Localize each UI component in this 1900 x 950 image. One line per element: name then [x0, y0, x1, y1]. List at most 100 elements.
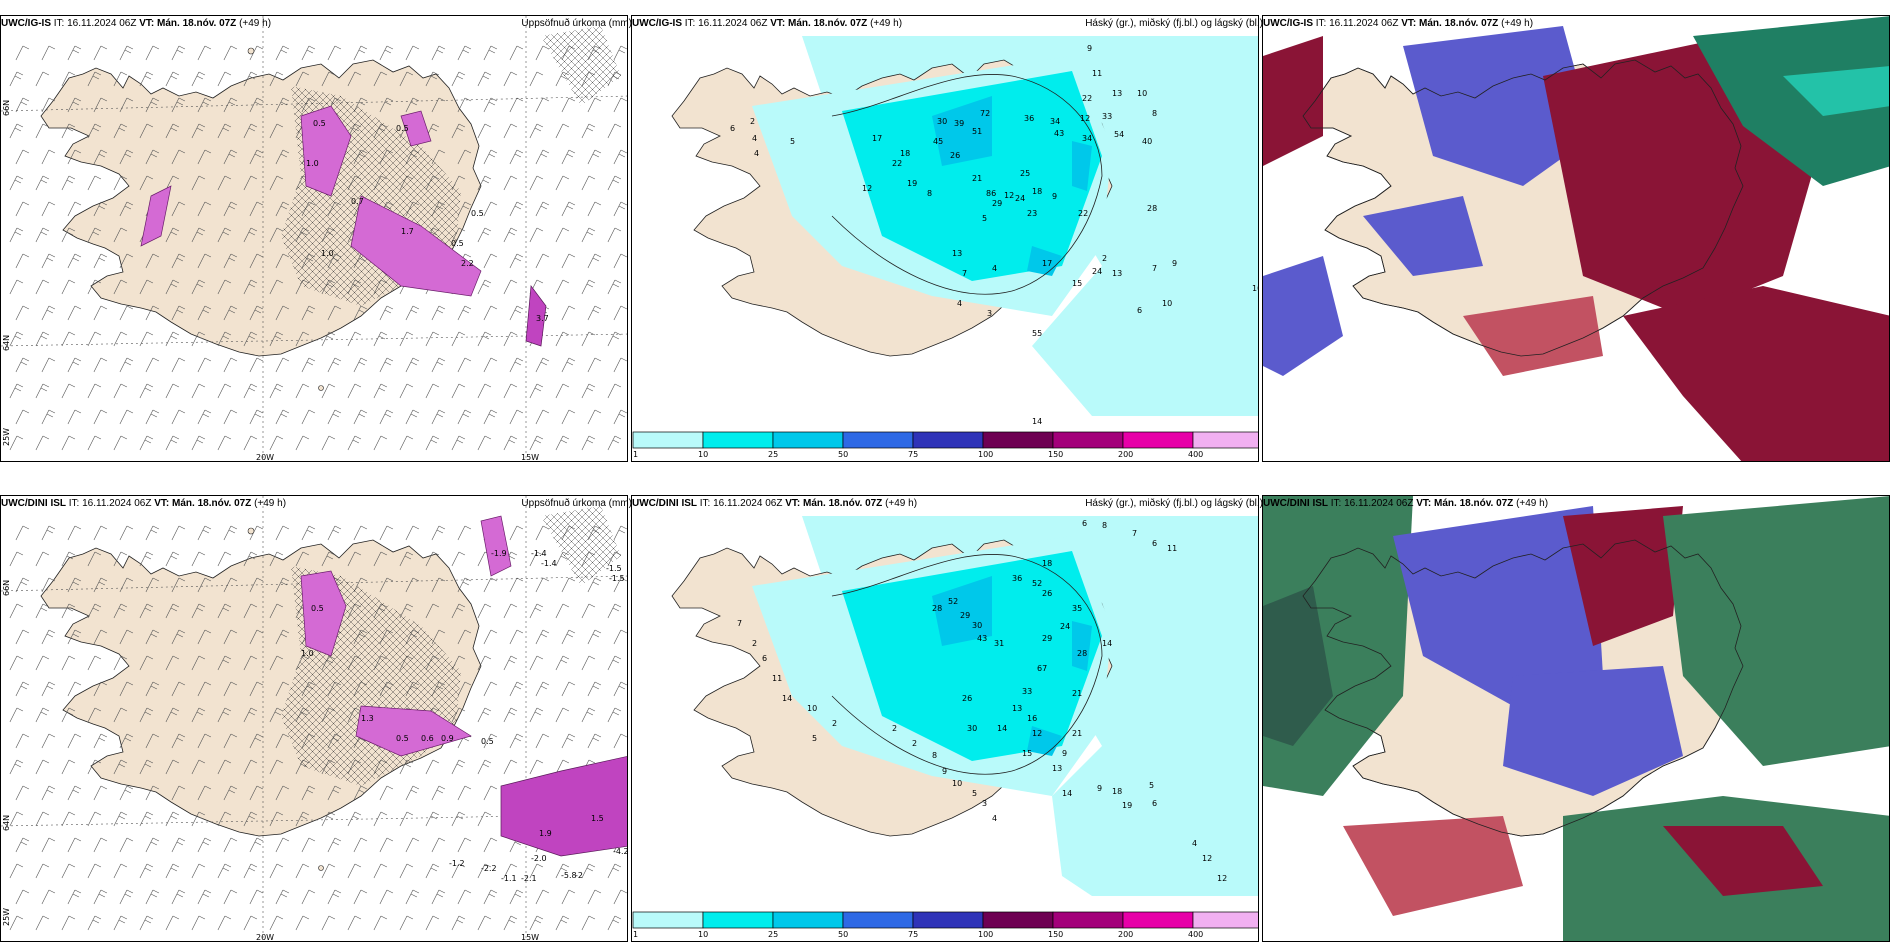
precip-value: 28	[1147, 204, 1157, 213]
wind-barb	[223, 97, 238, 113]
precip-25mm	[932, 96, 992, 166]
temp-value: -1.4	[541, 559, 557, 568]
wind-barb	[165, 759, 180, 775]
precip-value: 3	[982, 799, 987, 808]
wind-barb	[191, 603, 206, 619]
wind-barb	[269, 759, 284, 775]
wind-barb	[113, 175, 128, 191]
precip-value: 19	[907, 179, 917, 188]
wind-barb	[529, 435, 544, 451]
wind-barb	[509, 733, 524, 749]
wind-barb	[35, 603, 50, 619]
wind-barb	[269, 551, 284, 567]
wind-barb	[249, 837, 264, 853]
wind-barb	[425, 435, 440, 451]
wind-barb	[61, 863, 76, 879]
wind-barb	[35, 435, 50, 451]
wind-barb	[243, 435, 258, 451]
wind-barb	[35, 811, 50, 827]
precip-value: 30	[967, 724, 977, 733]
colorbar-tick: 150	[1048, 450, 1063, 459]
temp-value: -1.1	[501, 874, 517, 883]
it-value: 16.11.2024 06Z	[82, 498, 152, 509]
wind-barb	[581, 603, 596, 619]
wind-barb	[113, 759, 128, 775]
wind-barb	[503, 707, 518, 723]
wind-barb	[555, 227, 570, 243]
precip-value: 55	[1032, 329, 1042, 338]
temp-value: -1.4	[531, 549, 547, 558]
colorbar-tick: 10	[698, 930, 708, 939]
low-cloud	[1783, 66, 1889, 116]
precip-value: 28	[1077, 649, 1087, 658]
wind-barb	[197, 629, 212, 645]
lead-time: (+49 h)	[870, 18, 903, 29]
wind-barb	[321, 71, 336, 87]
wind-barb	[249, 577, 264, 593]
lon-label: 15W	[521, 453, 539, 462]
wind-barb	[61, 123, 76, 139]
wind-barb	[223, 525, 238, 541]
wind-barb	[373, 435, 388, 451]
wind-barb	[217, 435, 232, 451]
lon-label: 20W	[256, 933, 274, 942]
wind-barb	[223, 785, 238, 801]
wind-barb	[223, 889, 238, 905]
vt-label: VT: Mán. 18.nóv. 07Z	[785, 498, 883, 509]
wind-barb	[171, 253, 186, 269]
wind-barb	[587, 97, 602, 113]
wind-barb	[483, 201, 498, 217]
wind-barb	[561, 253, 576, 269]
colorbar-swatch	[772, 911, 844, 929]
high-cloud	[1463, 296, 1603, 376]
it-value: 16.11.2024 06Z	[713, 498, 783, 509]
wind-barb	[223, 629, 238, 645]
wind-barb	[503, 759, 518, 775]
colorbar-swatch	[702, 431, 774, 449]
wind-barb	[451, 383, 466, 399]
wind-barb	[561, 97, 576, 113]
wind-barb	[275, 97, 290, 113]
wind-barb	[15, 45, 30, 61]
wind-barb	[535, 253, 550, 269]
wind-barb	[457, 45, 472, 61]
wind-barb	[425, 915, 440, 931]
wind-barb	[249, 629, 264, 645]
temp-value: -4.2	[613, 847, 628, 856]
wind-barb	[425, 331, 440, 347]
wind-barb	[197, 525, 212, 541]
wind-barb	[587, 889, 602, 905]
wind-barb	[607, 707, 622, 723]
it-prefix: IT:	[68, 498, 80, 509]
wind-barb	[275, 681, 290, 697]
precip-value: 5	[790, 137, 795, 146]
wind-barb	[561, 577, 576, 593]
wind-barb	[165, 383, 180, 399]
wind-barb	[529, 759, 544, 775]
precip-value: 9	[1172, 259, 1177, 268]
wind-barb	[139, 863, 154, 879]
wind-barb	[67, 889, 82, 905]
wind-barb	[477, 175, 492, 191]
precip-value: 36	[1012, 574, 1022, 583]
wind-barb	[561, 201, 576, 217]
wind-barb	[223, 577, 238, 593]
wind-barb	[191, 551, 206, 567]
wind-barb	[87, 603, 102, 619]
wind-barb	[35, 383, 50, 399]
wind-barb	[145, 305, 160, 321]
temp-value: 1.0	[306, 159, 319, 168]
wind-barb	[457, 357, 472, 373]
wind-barb	[457, 681, 472, 697]
wind-barb	[93, 253, 108, 269]
wind-barb	[425, 383, 440, 399]
wind-barb	[399, 863, 414, 879]
precip-value: 34	[1050, 117, 1060, 126]
wind-barb	[41, 305, 56, 321]
wind-barb	[353, 785, 368, 801]
wind-barb	[613, 253, 627, 269]
wind-barb	[301, 305, 316, 321]
colorbar-swatch	[1192, 431, 1258, 449]
precip-25mm	[1072, 141, 1092, 191]
wind-barb	[67, 149, 82, 165]
